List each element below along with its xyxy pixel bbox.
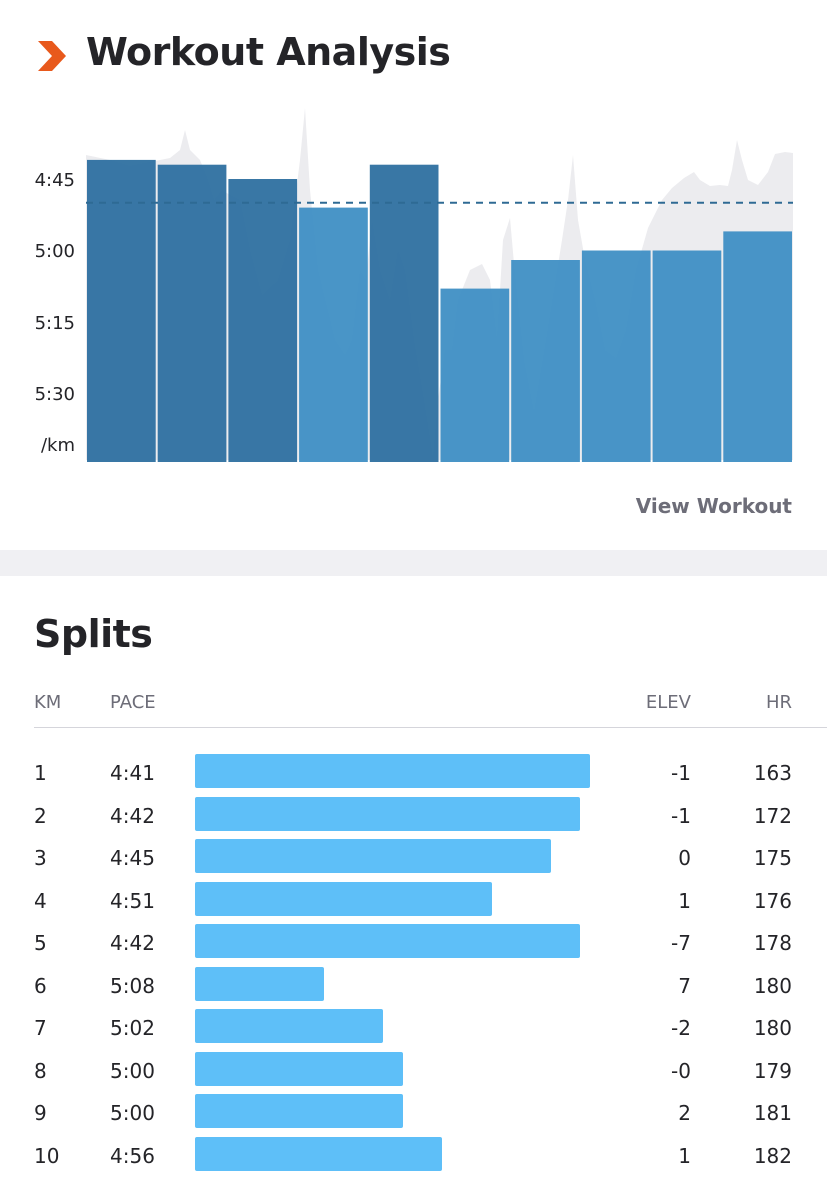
split-row: 7 5:02 -2 180 (0, 1009, 827, 1051)
header-divider (34, 727, 827, 728)
pace-bar-km-8 (581, 250, 651, 462)
column-header-km: KM (34, 692, 62, 713)
split-row: 3 4:45 0 175 (0, 839, 827, 881)
split-km: 8 (34, 1058, 47, 1083)
pace-bar-km-6 (440, 288, 510, 462)
pace-bar-km-1 (87, 159, 156, 462)
split-row: 4 4:51 1 176 (0, 881, 827, 924)
split-elevation: -0 (671, 1058, 691, 1083)
split-elevation: -2 (671, 1016, 691, 1040)
split-km: 5 (34, 931, 47, 955)
split-elevation: -1 (671, 803, 691, 828)
split-km: 2 (34, 803, 47, 828)
column-header-hr: HR (765, 692, 792, 713)
split-km: 6 (34, 973, 47, 998)
split-row: 2 4:42 -1 172 (0, 796, 827, 839)
split-heart-rate: 180 (753, 1016, 792, 1040)
section-divider (0, 550, 827, 576)
split-heart-rate: 163 (753, 761, 792, 785)
y-tick-label: 4:45 (34, 170, 75, 191)
split-elevation: 1 (678, 1143, 691, 1168)
y-tick-label: 5:30 (34, 384, 75, 405)
split-km: 4 (34, 888, 47, 913)
split-heart-rate: 176 (753, 888, 792, 913)
split-heart-rate: 181 (753, 1101, 792, 1125)
section-title: Workout Analysis (86, 30, 451, 74)
pace-bar-km-3 (228, 179, 298, 462)
split-pace: 4:51 (110, 888, 155, 913)
pace-bar-km-4 (299, 207, 368, 462)
y-tick-label: 5:15 (34, 313, 75, 334)
splits-section: Splits KM PACE ELEV HR 1 4:41 -1 163 2 4… (0, 576, 827, 1200)
split-pace: 5:00 (110, 1101, 155, 1125)
split-row: 8 5:00 -0 179 (0, 1051, 827, 1094)
column-header-elev: ELEV (645, 692, 691, 713)
split-km: 1 (34, 761, 47, 785)
split-row: 5 4:42 -7 178 (0, 924, 827, 966)
split-pace-bar (195, 1094, 403, 1128)
split-row: 1 4:41 -1 163 (0, 754, 827, 796)
split-heart-rate: 172 (753, 803, 792, 828)
split-heart-rate: 180 (753, 973, 792, 998)
column-header-pace: PACE (110, 692, 156, 713)
split-pace-bar (195, 1051, 403, 1086)
split-elevation: -1 (671, 761, 691, 785)
pace-bars (87, 159, 792, 462)
split-pace: 4:45 (110, 846, 155, 870)
split-pace-bar (195, 966, 324, 1001)
split-row: 10 4:56 1 182 (0, 1136, 827, 1179)
split-elevation: 2 (678, 1101, 691, 1125)
split-pace-bar (195, 839, 551, 873)
split-km: 10 (34, 1143, 60, 1168)
split-elevation: 7 (678, 973, 691, 998)
split-pace: 5:08 (110, 973, 155, 998)
pace-chart-svg (86, 108, 793, 462)
pace-bar-km-10 (723, 231, 792, 462)
split-row: 9 5:00 2 181 (0, 1094, 827, 1136)
split-pace-bar (195, 1136, 442, 1171)
split-elevation: -7 (671, 931, 691, 955)
split-heart-rate: 182 (753, 1143, 792, 1168)
split-pace: 5:02 (110, 1016, 155, 1040)
split-pace-bar (195, 881, 492, 916)
split-elevation: 0 (678, 846, 691, 870)
pace-bar-km-9 (652, 250, 722, 462)
split-heart-rate: 175 (753, 846, 792, 870)
pace-bar-km-5 (369, 164, 439, 462)
split-pace-bar (195, 1009, 383, 1043)
pace-bar-km-2 (157, 164, 227, 462)
workout-analysis-section: Workout Analysis 4:45 5:00 5:15 5:30 /km… (0, 0, 827, 550)
split-heart-rate: 178 (753, 931, 792, 955)
split-km: 7 (34, 1016, 47, 1040)
split-km: 3 (34, 846, 47, 870)
pace-chart: 4:45 5:00 5:15 5:30 /km (0, 100, 827, 480)
split-pace: 4:56 (110, 1143, 155, 1168)
split-pace-bar (195, 796, 580, 831)
pace-bar-km-7 (511, 260, 580, 462)
split-elevation: 1 (678, 888, 691, 913)
y-axis-unit-label: /km (40, 435, 75, 456)
split-row: 6 5:08 7 180 (0, 966, 827, 1009)
split-pace: 4:42 (110, 803, 155, 828)
chevron-right-icon (38, 41, 66, 71)
view-workout-link[interactable]: View Workout (635, 494, 792, 518)
split-pace: 4:41 (110, 761, 155, 785)
splits-title: Splits (34, 612, 153, 656)
split-pace: 5:00 (110, 1058, 155, 1083)
split-heart-rate: 179 (753, 1058, 792, 1083)
split-pace-bar (195, 754, 590, 788)
y-tick-label: 5:00 (34, 241, 75, 262)
split-pace-bar (195, 924, 580, 958)
split-pace: 4:42 (110, 931, 155, 955)
split-km: 9 (34, 1101, 47, 1125)
